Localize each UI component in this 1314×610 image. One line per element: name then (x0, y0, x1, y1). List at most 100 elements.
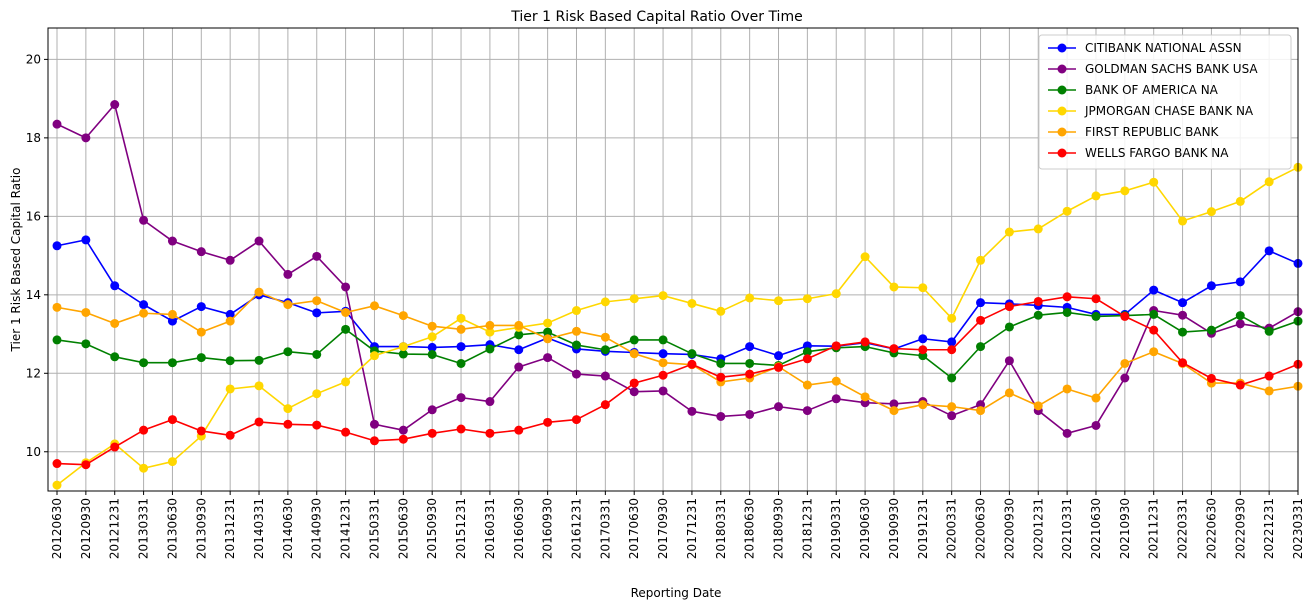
data-point (1091, 421, 1100, 430)
data-point (1120, 186, 1129, 195)
data-point (53, 459, 62, 468)
data-point (110, 281, 119, 290)
data-point (716, 373, 725, 382)
data-point (543, 418, 552, 427)
data-point (1091, 312, 1100, 321)
data-point (399, 311, 408, 320)
data-point (543, 334, 552, 343)
y-tick-label: 14 (26, 288, 41, 302)
data-point (341, 428, 350, 437)
data-point (745, 359, 754, 368)
data-point (947, 314, 956, 323)
data-point (659, 386, 668, 395)
data-point (1034, 224, 1043, 233)
data-point (1236, 381, 1245, 390)
data-point (1265, 372, 1274, 381)
data-point (1063, 292, 1072, 301)
legend-label: GOLDMAN SACHS BANK USA (1085, 62, 1258, 76)
data-point (832, 341, 841, 350)
data-point (630, 335, 639, 344)
x-tick-label: 20130930 (194, 498, 208, 559)
x-tick-label: 20170331 (598, 498, 612, 559)
data-point (918, 400, 927, 409)
data-point (543, 319, 552, 328)
x-tick-label: 20200630 (974, 498, 988, 559)
data-point (1063, 308, 1072, 317)
data-point (1236, 277, 1245, 286)
data-point (832, 394, 841, 403)
data-point (428, 405, 437, 414)
data-point (1178, 311, 1187, 320)
data-point (255, 237, 264, 246)
data-point (1149, 326, 1158, 335)
data-point (947, 337, 956, 346)
data-point (312, 252, 321, 261)
data-point (283, 404, 292, 413)
data-point (428, 332, 437, 341)
data-point (485, 429, 494, 438)
x-tick-label: 20140331 (252, 498, 266, 559)
data-point (1063, 384, 1072, 393)
data-point (745, 342, 754, 351)
y-tick-label: 20 (26, 52, 41, 66)
data-point (659, 291, 668, 300)
x-tick-label: 20121231 (108, 498, 122, 559)
data-point (1091, 294, 1100, 303)
data-point (601, 372, 610, 381)
data-point (687, 407, 696, 416)
data-point (1236, 197, 1245, 206)
x-tick-label: 20211231 (1147, 498, 1161, 559)
data-point (745, 410, 754, 419)
data-point (947, 402, 956, 411)
x-tick-label: 20131231 (223, 498, 237, 559)
data-point (976, 298, 985, 307)
data-point (53, 241, 62, 250)
data-point (514, 345, 523, 354)
series-line (57, 292, 1298, 410)
data-point (226, 317, 235, 326)
data-point (1265, 177, 1274, 186)
data-point (601, 297, 610, 306)
data-point (572, 370, 581, 379)
data-point (1149, 286, 1158, 295)
data-point (976, 342, 985, 351)
data-point (457, 342, 466, 351)
x-tick-label: 20150630 (396, 498, 410, 559)
data-point (370, 420, 379, 429)
data-point (1207, 374, 1216, 383)
data-point (861, 337, 870, 346)
data-point (947, 373, 956, 382)
x-tick-label: 20220630 (1204, 498, 1218, 559)
data-point (1005, 388, 1014, 397)
data-point (774, 363, 783, 372)
x-tick-label: 20221231 (1262, 498, 1276, 559)
data-point (716, 412, 725, 421)
data-point (457, 325, 466, 334)
x-tick-label: 20200331 (945, 498, 959, 559)
legend-swatch-marker (1058, 149, 1067, 158)
data-point (168, 310, 177, 319)
data-point (572, 341, 581, 350)
data-point (428, 322, 437, 331)
data-point (283, 270, 292, 279)
data-point (1005, 322, 1014, 331)
series-line (57, 312, 1298, 378)
x-tick-label: 20180331 (714, 498, 728, 559)
data-point (139, 216, 148, 225)
data-point (428, 429, 437, 438)
data-point (457, 359, 466, 368)
x-tick-label: 20220331 (1176, 498, 1190, 559)
data-point (976, 316, 985, 325)
data-point (572, 306, 581, 315)
data-point (168, 415, 177, 424)
data-point (485, 344, 494, 353)
data-point (1265, 246, 1274, 255)
data-point (110, 443, 119, 452)
data-point (81, 308, 90, 317)
x-tick-label: 20120930 (79, 498, 93, 559)
x-tick-label: 20140630 (281, 498, 295, 559)
x-tick-label: 20180630 (743, 498, 757, 559)
x-tick-label: 20151231 (454, 498, 468, 559)
x-tick-label: 20161231 (569, 498, 583, 559)
data-point (283, 347, 292, 356)
